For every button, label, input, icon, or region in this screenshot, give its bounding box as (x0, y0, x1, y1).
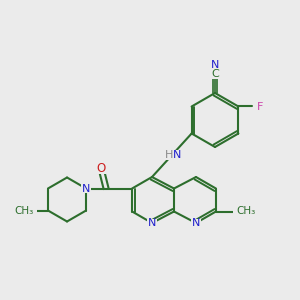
Text: CH₃: CH₃ (236, 206, 256, 217)
Text: N: N (192, 218, 200, 228)
Text: N: N (148, 218, 156, 228)
Text: H: H (165, 150, 173, 160)
Bar (209, 69, 220, 79)
Text: CH₃: CH₃ (14, 206, 34, 215)
Text: F: F (257, 101, 264, 112)
Text: O: O (97, 162, 106, 175)
Bar (81, 184, 91, 193)
Bar (11, 206, 37, 215)
Text: N: N (172, 150, 181, 160)
Bar (255, 102, 266, 111)
Bar (233, 207, 259, 216)
Text: N: N (211, 60, 219, 70)
Bar (96, 164, 106, 173)
Text: C: C (211, 69, 219, 79)
Bar (191, 218, 201, 227)
Text: N: N (82, 184, 90, 194)
Bar (147, 218, 157, 227)
Bar (209, 60, 220, 70)
Bar (161, 150, 183, 160)
